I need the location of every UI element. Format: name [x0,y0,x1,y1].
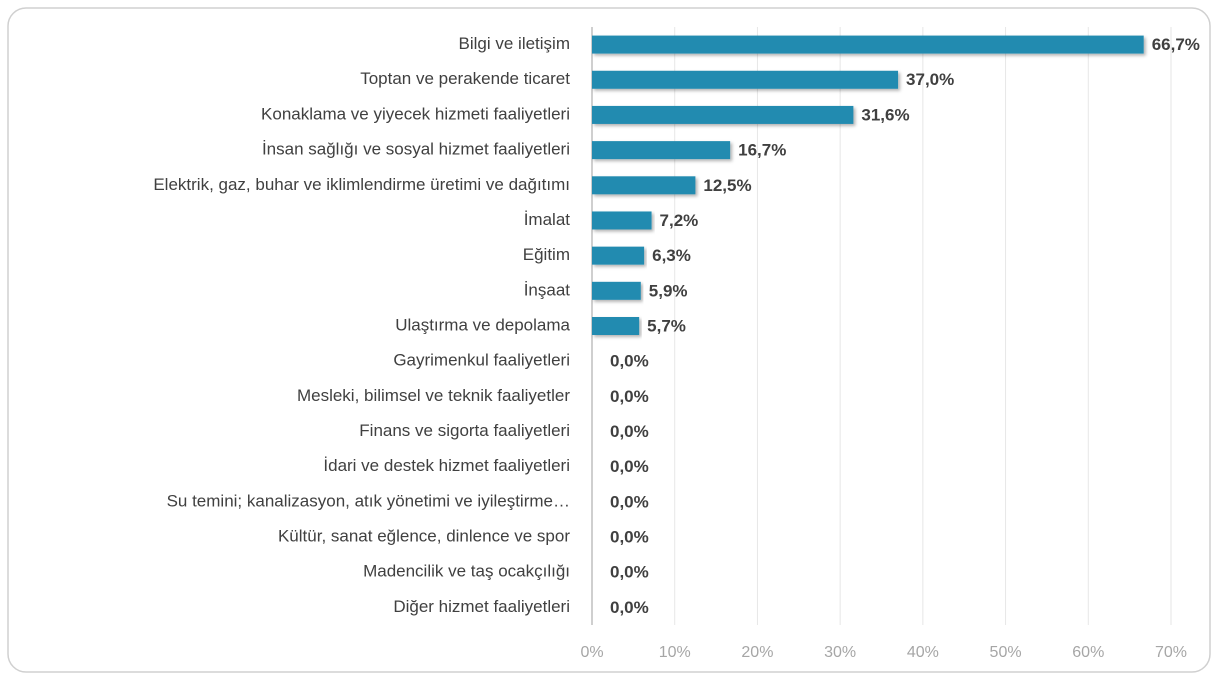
category-label: Elektrik, gaz, buhar ve iklimlendirme ür… [153,175,570,194]
x-tick-label: 20% [741,644,773,661]
category-label: İmalat [524,210,571,229]
category-label: İnşaat [524,280,571,299]
x-tick-label: 40% [907,644,939,661]
bar [592,281,641,300]
bar [592,317,640,335]
bar [592,70,899,89]
x-tick-label: 50% [990,644,1022,661]
value-label: 31,6% [861,105,909,124]
category-label: Toptan ve perakende ticaret [360,69,570,88]
chart-frame [7,7,1211,673]
category-label: Mesleki, bilimsel ve teknik faaliyetler [297,386,570,405]
value-label: 0,0% [610,387,649,406]
bar [592,246,645,265]
x-tick-label: 10% [659,644,691,661]
category-label: Kültür, sanat eğlence, dinlence ve spor [278,527,570,546]
value-label: 0,0% [610,563,649,582]
value-label: 37,0% [906,70,954,89]
value-label: 0,0% [610,422,649,441]
value-label: 0,0% [610,528,649,547]
value-label: 12,5% [703,176,751,195]
category-label: Konaklama ve yiyecek hizmeti faaliyetler… [261,104,570,123]
category-label: Madencilik ve taş ocakçılığı [363,562,570,581]
category-label: Diğer hizmet faaliyetleri [393,597,570,616]
category-label: Bilgi ve iletişim [459,34,570,53]
bar [592,176,696,195]
value-label: 0,0% [610,598,649,617]
category-label: İnsan sağlığı ve sosyal hizmet faaliyetl… [262,140,570,159]
value-label: 5,9% [649,281,688,300]
value-label: 0,0% [610,492,649,511]
value-label: 6,3% [652,246,691,265]
x-tick-label: 0% [580,644,603,661]
category-label: Ulaştırma ve depolama [395,315,570,334]
x-tick-label: 60% [1072,644,1104,661]
category-label: İdari ve destek hizmet faaliyetleri [323,456,570,475]
category-label: Eğitim [523,245,570,264]
category-label: Finans ve sigorta faaliyetleri [359,421,570,440]
value-label: 0,0% [610,352,649,371]
value-label: 0,0% [610,457,649,476]
bar [592,35,1144,54]
bar [592,141,731,160]
x-tick-label: 30% [824,644,856,661]
category-label: Gayrimenkul faaliyetleri [393,351,570,370]
bar [592,211,652,230]
value-label: 5,7% [647,316,686,335]
x-tick-label: 70% [1155,644,1187,661]
bar [592,105,854,124]
category-label: Su temini; kanalizasyon, atık yönetimi v… [167,491,570,510]
value-label: 66,7% [1152,35,1200,54]
value-label: 16,7% [738,141,786,160]
value-label: 7,2% [660,211,699,230]
